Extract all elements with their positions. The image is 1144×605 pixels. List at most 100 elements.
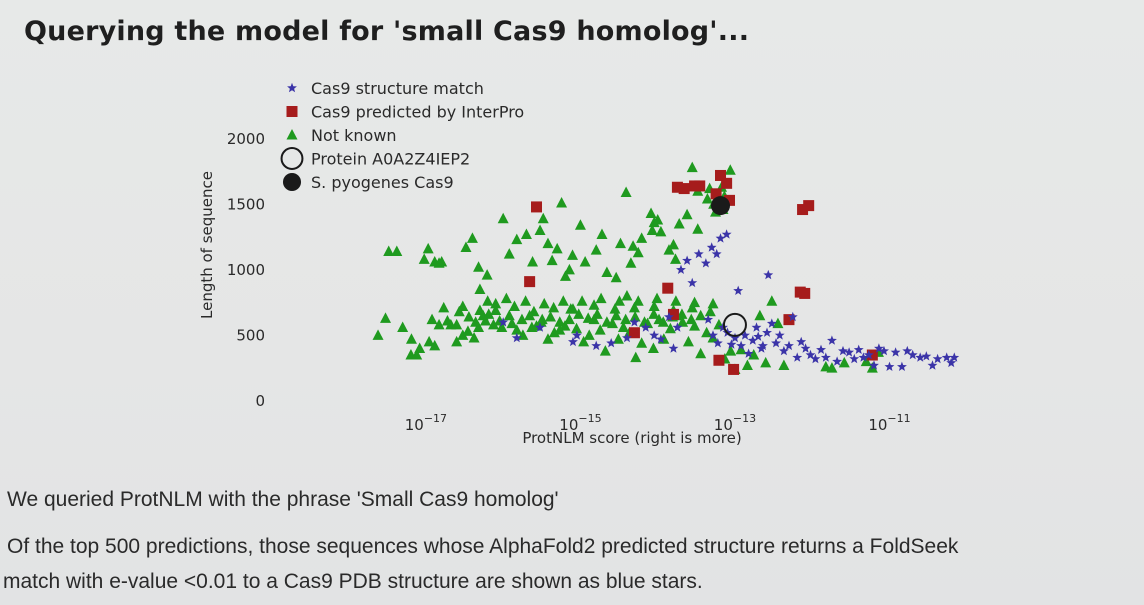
star-point bbox=[869, 360, 879, 370]
star-point bbox=[693, 248, 704, 259]
star-point bbox=[844, 347, 854, 357]
star-point bbox=[668, 343, 679, 353]
x-axis-label: ProtNLM score (right is more) bbox=[522, 429, 741, 447]
triangle-point bbox=[567, 249, 579, 260]
triangle-point bbox=[451, 335, 463, 347]
triangle-point bbox=[573, 308, 585, 319]
square-point bbox=[724, 194, 736, 206]
triangle-point bbox=[760, 356, 772, 368]
triangle-point bbox=[707, 297, 719, 309]
triangle-point bbox=[453, 305, 465, 317]
triangle-point bbox=[538, 297, 550, 309]
slide-title: Querying the model for 'small Cas9 homol… bbox=[24, 16, 750, 47]
x-tick-label: 10−17 bbox=[405, 412, 447, 434]
legend-label: Cas9 predicted by InterPro bbox=[311, 103, 524, 122]
triangle-point bbox=[527, 255, 539, 267]
star-point bbox=[796, 336, 807, 347]
star-point bbox=[629, 317, 640, 327]
legend-marker-star bbox=[287, 82, 297, 93]
triangle-point bbox=[766, 295, 778, 306]
y-tick-label: 500 bbox=[236, 326, 265, 344]
star-point bbox=[703, 314, 714, 324]
square-point bbox=[799, 287, 811, 299]
star-point bbox=[572, 330, 582, 340]
triangle-point bbox=[667, 238, 679, 250]
triangle-point bbox=[625, 257, 637, 268]
legend-marker-circle-open bbox=[280, 147, 304, 170]
circle-filled-point bbox=[711, 196, 731, 216]
star-point bbox=[708, 330, 718, 340]
triangle-point bbox=[516, 313, 528, 325]
triangle-point bbox=[372, 329, 384, 340]
star-point bbox=[832, 356, 843, 366]
triangle-point bbox=[542, 333, 554, 344]
star-point bbox=[921, 351, 932, 361]
triangle-point bbox=[647, 342, 659, 353]
triangle-point bbox=[551, 242, 563, 254]
triangle-point bbox=[596, 228, 608, 239]
x-axis-ticks: 10−17 10−15 10−13 10−11 bbox=[405, 412, 911, 434]
star-point bbox=[672, 322, 683, 332]
triangle-point bbox=[474, 283, 486, 294]
triangle-point bbox=[613, 295, 625, 306]
star-point bbox=[949, 352, 960, 362]
legend-marker-square bbox=[286, 106, 298, 117]
star-point bbox=[751, 322, 762, 332]
triangle-point bbox=[503, 309, 515, 321]
square-point bbox=[721, 177, 733, 189]
caption-line-3: match with e-value <0.01 to a Cas9 PDB s… bbox=[3, 570, 703, 593]
triangle-point bbox=[508, 300, 520, 312]
star-point bbox=[687, 277, 698, 288]
triangle-point bbox=[422, 242, 434, 254]
star-point bbox=[884, 361, 895, 371]
triangle-point bbox=[648, 300, 660, 312]
star-point bbox=[498, 317, 509, 327]
triangle-point bbox=[503, 248, 515, 259]
star-point bbox=[941, 352, 952, 362]
triangle-point bbox=[582, 312, 594, 323]
chart-legend: Cas9 structure match Cas9 predicted by In… bbox=[280, 79, 524, 192]
star-point bbox=[810, 353, 821, 364]
star-point bbox=[712, 338, 723, 348]
triangle-point bbox=[676, 308, 688, 319]
star-point bbox=[858, 352, 869, 362]
y-axis-ticks: 0 500 1000 1500 2000 bbox=[227, 130, 265, 410]
triangle-point bbox=[657, 316, 669, 327]
triangle-point bbox=[537, 212, 549, 224]
star-point bbox=[792, 352, 803, 362]
star-point bbox=[591, 340, 602, 351]
star-point bbox=[747, 335, 758, 345]
triangle-point bbox=[466, 232, 478, 243]
triangle-point bbox=[383, 245, 395, 256]
triangle-point bbox=[601, 266, 613, 277]
triangle-point bbox=[545, 311, 557, 322]
star-point bbox=[779, 345, 789, 356]
triangle-point bbox=[526, 321, 538, 332]
triangle-point bbox=[574, 219, 586, 230]
star-point bbox=[820, 352, 831, 362]
star-point bbox=[726, 339, 737, 349]
triangle-point bbox=[609, 303, 621, 314]
triangle-point bbox=[563, 313, 575, 325]
star-point bbox=[853, 344, 864, 354]
triangle-point bbox=[686, 161, 698, 173]
star-point bbox=[879, 345, 889, 356]
star-point bbox=[762, 327, 772, 337]
triangle-point bbox=[583, 329, 595, 340]
triangle-point bbox=[542, 237, 554, 249]
triangle-point bbox=[528, 305, 540, 317]
star-point bbox=[756, 343, 767, 353]
star-point bbox=[753, 331, 764, 341]
triangle-point bbox=[548, 301, 560, 313]
triangle-point bbox=[677, 316, 689, 327]
triangle-point bbox=[630, 351, 642, 363]
triangle-point bbox=[557, 295, 569, 306]
circle-open-point bbox=[722, 312, 747, 337]
triangle-point bbox=[670, 295, 682, 306]
triangle-point bbox=[610, 309, 622, 321]
triangle-point bbox=[462, 325, 474, 336]
triangle-point bbox=[621, 290, 633, 301]
scatter-chart: Cas9 structure match Cas9 predicted by In… bbox=[198, 79, 960, 447]
triangle-point bbox=[632, 246, 644, 258]
x-tick-label: 10−15 bbox=[559, 412, 601, 434]
